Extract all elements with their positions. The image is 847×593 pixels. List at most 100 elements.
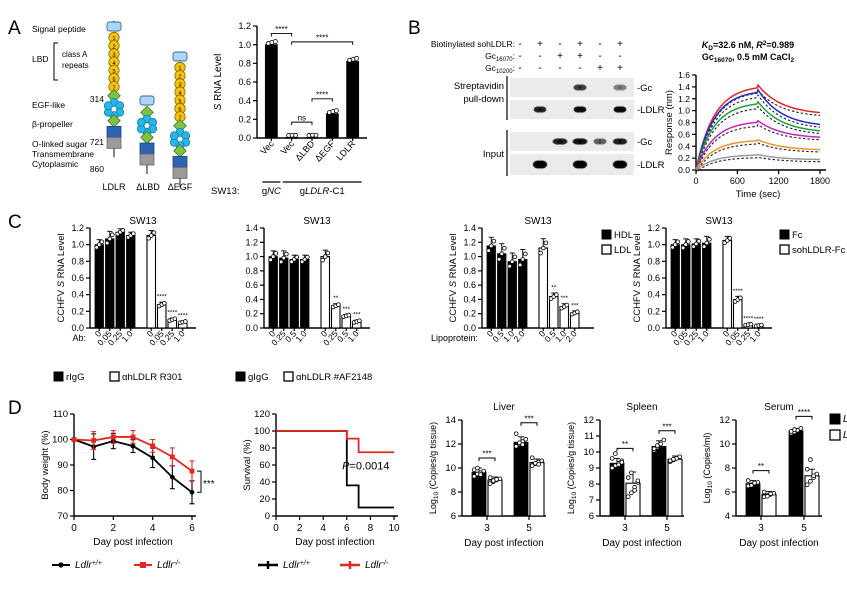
- blot-band: [612, 160, 628, 169]
- data-point: [169, 454, 175, 460]
- streptavidin-label: Streptavidin: [454, 81, 504, 92]
- lane-value: -: [558, 63, 561, 74]
- gc10200-label: Gc10200:: [485, 63, 515, 75]
- y-axis-label: Log10 (Copies/g tissue): [566, 422, 578, 514]
- svg-text:0: 0: [721, 328, 732, 338]
- data-point: [494, 477, 499, 482]
- data-point: [745, 478, 751, 483]
- y-axis-label: Response (nm): [664, 90, 675, 155]
- significance-label: ****: [754, 316, 765, 323]
- data-point: [693, 241, 699, 247]
- x-tick: 4: [150, 523, 156, 534]
- legend-label: αhLDLR R301: [122, 372, 182, 383]
- x-tick-label: 0: [721, 328, 732, 338]
- svg-text:Log10 (Copies/ml): Log10 (Copies/ml): [702, 433, 714, 504]
- significance-label: ****: [275, 25, 287, 34]
- y-tick: 12: [719, 415, 730, 426]
- transmembrane-box: [172, 166, 188, 179]
- y-tick: 9: [589, 463, 594, 474]
- data-point: [513, 444, 519, 449]
- svg-text:CCHFV S RNA Level: CCHFV S RNA Level: [56, 233, 67, 322]
- data-point: [613, 451, 618, 456]
- blot-strip: [510, 100, 634, 119]
- data-point: [672, 242, 678, 247]
- repeat-number: 7: [178, 115, 181, 121]
- sig-bracket: [291, 41, 354, 45]
- signal-peptide-box: [106, 21, 122, 32]
- chart-title: SW13: [129, 216, 157, 227]
- data-point: [131, 231, 136, 236]
- o-linked-sugar-box: [139, 142, 155, 155]
- egf-like-domain: [107, 89, 121, 103]
- data-point: [632, 488, 637, 493]
- data-point: [491, 238, 497, 244]
- sig-bracket: [795, 415, 813, 420]
- x-tick: 5: [526, 523, 532, 534]
- significance-label: ***: [524, 414, 533, 423]
- y-tick: 1.2: [678, 94, 690, 104]
- sig-bracket: [270, 33, 293, 37]
- egf-like-label: EGF-like: [32, 100, 65, 110]
- svg-text:0: 0: [485, 328, 496, 338]
- x-tick: 1200: [769, 176, 789, 186]
- data-point: [686, 239, 691, 244]
- x-axis-prefix-label: Lipoprotein:: [431, 333, 478, 343]
- y-tick: 8: [451, 487, 456, 498]
- x-tick-label: ΔEGF: [313, 138, 337, 163]
- y-tick: 12: [445, 439, 456, 450]
- legend-label: HDL: [614, 230, 633, 241]
- data-point: [749, 483, 754, 488]
- svg-text:1.0: 1.0: [119, 328, 135, 344]
- data-point: [357, 318, 362, 324]
- data-point: [540, 245, 546, 251]
- data-point: [278, 259, 284, 265]
- lane-value: -: [598, 39, 601, 50]
- residue-314: 314: [90, 94, 104, 104]
- svg-text:1.0: 1.0: [747, 328, 763, 344]
- bar: [722, 239, 733, 329]
- spr-curve: [695, 100, 821, 170]
- data-point: [629, 490, 634, 496]
- x-tick: 0: [71, 523, 77, 534]
- lane-value: +: [557, 51, 563, 62]
- chart-title: SW13: [303, 216, 331, 227]
- x-tick: 6: [344, 523, 350, 534]
- data-point: [671, 456, 676, 462]
- svg-text:ΔEGF: ΔEGF: [313, 138, 337, 163]
- legend-label: Fc: [792, 230, 803, 241]
- data-point: [322, 254, 328, 259]
- data-point: [704, 240, 710, 246]
- svg-text:1.0: 1.0: [345, 328, 361, 344]
- panel-d-letter: D: [8, 398, 22, 419]
- data-point: [189, 489, 195, 495]
- y-tick: 0.0: [245, 323, 258, 333]
- y-tick: 1.4: [678, 82, 690, 92]
- x-tick-label: 0: [267, 328, 278, 338]
- data-point: [94, 245, 99, 250]
- data-point: [538, 250, 543, 256]
- x-tick-label: Vec: [258, 138, 276, 156]
- sig-bracket: [616, 447, 634, 452]
- legend-label: αhLDLR #AF2148: [296, 372, 372, 383]
- lane-value: -: [538, 51, 541, 62]
- class-a-label: class A: [62, 50, 88, 59]
- significance-label: ***: [482, 450, 491, 459]
- gnc-label: gNC: [262, 186, 281, 197]
- svg-text:0: 0: [319, 328, 330, 338]
- body-weight-chart: 70 80 90 100 110 0 2 4 6 Day post infection Body w…: [40, 409, 215, 571]
- x-tick-label: 2.0: [563, 328, 579, 344]
- y-axis-label: Log10 (Copies/g tissue): [428, 422, 440, 514]
- sig-bracket: [311, 98, 333, 102]
- lane-value: +: [617, 39, 623, 50]
- data-point: [683, 242, 689, 247]
- y-tick: 0.4: [71, 290, 84, 300]
- svg-text:1.0: 1.0: [293, 328, 309, 344]
- y-tick: 0.2: [463, 309, 476, 319]
- bar: [105, 238, 115, 329]
- significance-label: **: [758, 462, 764, 471]
- repeat-number: 5: [112, 69, 115, 75]
- sig-bracket: [197, 470, 202, 493]
- legend-label: Ldlr-/-: [843, 430, 847, 441]
- beta-propeller-blade: [103, 101, 113, 111]
